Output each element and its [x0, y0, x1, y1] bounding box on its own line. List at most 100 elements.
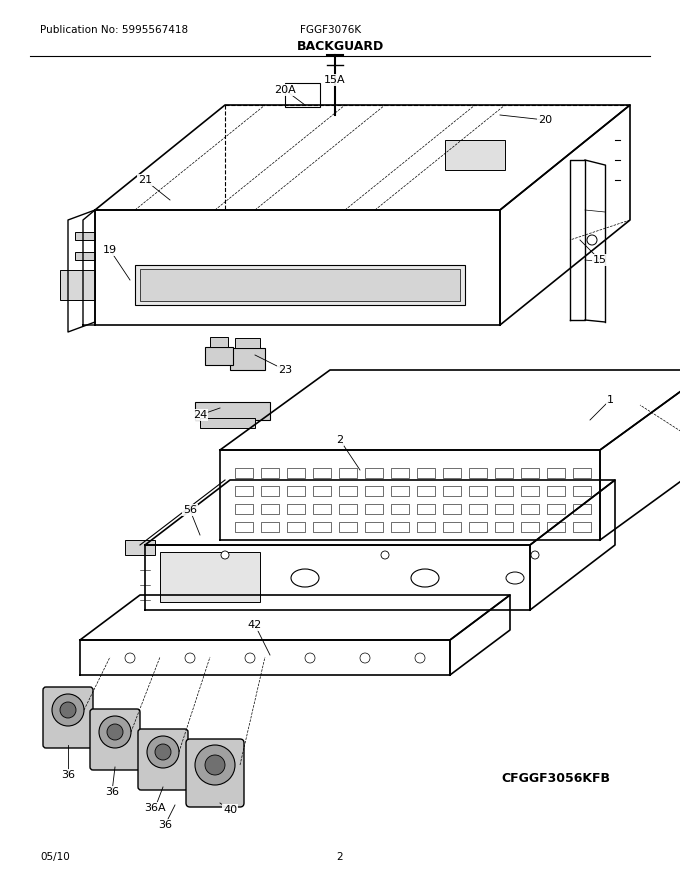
Bar	[521, 468, 539, 478]
Text: 56: 56	[183, 505, 197, 515]
Text: FGGF3076K: FGGF3076K	[300, 25, 361, 35]
Bar	[287, 486, 305, 496]
Circle shape	[221, 551, 229, 559]
Ellipse shape	[411, 569, 439, 587]
Circle shape	[415, 653, 425, 663]
Text: 42: 42	[248, 620, 262, 630]
Bar	[443, 522, 461, 532]
Bar	[417, 486, 435, 496]
Bar	[60, 270, 95, 300]
Circle shape	[305, 653, 315, 663]
FancyBboxPatch shape	[138, 729, 188, 790]
Text: 2: 2	[337, 435, 343, 445]
Bar	[417, 522, 435, 532]
Bar	[235, 338, 260, 348]
Bar	[230, 348, 265, 370]
Text: 21: 21	[138, 175, 152, 185]
Text: Publication No: 5995567418: Publication No: 5995567418	[40, 25, 188, 35]
Circle shape	[155, 744, 171, 760]
Text: 2: 2	[337, 852, 343, 862]
Bar	[365, 504, 383, 514]
Text: 24: 24	[193, 410, 207, 420]
Bar	[469, 522, 487, 532]
Text: 15: 15	[593, 255, 607, 265]
Bar	[417, 468, 435, 478]
Circle shape	[60, 702, 76, 718]
Text: 19: 19	[103, 245, 117, 255]
Circle shape	[205, 755, 225, 775]
Bar	[573, 486, 591, 496]
Circle shape	[587, 235, 597, 245]
Bar	[210, 337, 228, 347]
Bar	[443, 486, 461, 496]
Circle shape	[360, 653, 370, 663]
Circle shape	[125, 653, 135, 663]
Bar	[313, 522, 331, 532]
Text: 36A: 36A	[144, 803, 166, 813]
Bar	[547, 468, 565, 478]
Bar	[495, 504, 513, 514]
Bar	[391, 504, 409, 514]
Bar	[75, 252, 95, 260]
Bar	[391, 486, 409, 496]
Text: 20: 20	[538, 115, 552, 125]
Circle shape	[195, 745, 235, 785]
Bar	[195, 402, 270, 420]
Circle shape	[381, 551, 389, 559]
Text: 36: 36	[61, 770, 75, 780]
Text: 36: 36	[158, 820, 172, 830]
Bar	[339, 504, 357, 514]
Bar	[445, 140, 505, 170]
Text: CFGGF3056KFB: CFGGF3056KFB	[501, 772, 610, 785]
Bar	[521, 504, 539, 514]
Text: 20A: 20A	[274, 85, 296, 95]
Bar	[521, 522, 539, 532]
Circle shape	[99, 716, 131, 748]
Bar	[261, 468, 279, 478]
Bar	[287, 504, 305, 514]
Circle shape	[185, 653, 195, 663]
Bar	[339, 486, 357, 496]
Bar	[495, 522, 513, 532]
Bar	[125, 540, 155, 555]
Circle shape	[245, 653, 255, 663]
Bar	[391, 468, 409, 478]
Text: 40: 40	[223, 805, 237, 815]
Bar	[235, 486, 253, 496]
Bar	[313, 504, 331, 514]
Bar	[443, 468, 461, 478]
Bar	[495, 468, 513, 478]
Bar	[573, 468, 591, 478]
Text: BACKGUARD: BACKGUARD	[296, 40, 384, 53]
Bar	[313, 468, 331, 478]
Bar	[75, 272, 95, 280]
Bar	[261, 504, 279, 514]
Text: 05/10: 05/10	[40, 852, 70, 862]
FancyBboxPatch shape	[43, 687, 93, 748]
Bar	[313, 486, 331, 496]
Bar	[547, 486, 565, 496]
Bar	[287, 522, 305, 532]
FancyBboxPatch shape	[186, 739, 244, 807]
Bar	[573, 504, 591, 514]
Bar	[235, 522, 253, 532]
Bar	[365, 522, 383, 532]
Bar	[200, 418, 255, 428]
Ellipse shape	[506, 572, 524, 584]
Bar	[160, 552, 260, 602]
Bar	[573, 522, 591, 532]
Bar	[469, 486, 487, 496]
Circle shape	[107, 724, 123, 740]
Bar	[287, 468, 305, 478]
Bar	[135, 265, 465, 305]
Bar	[521, 486, 539, 496]
Bar	[285, 83, 320, 107]
Bar	[339, 468, 357, 478]
Bar	[140, 269, 460, 301]
Bar	[391, 522, 409, 532]
Circle shape	[147, 736, 179, 768]
Bar	[417, 504, 435, 514]
Circle shape	[52, 694, 84, 726]
Bar	[235, 468, 253, 478]
Bar	[469, 504, 487, 514]
